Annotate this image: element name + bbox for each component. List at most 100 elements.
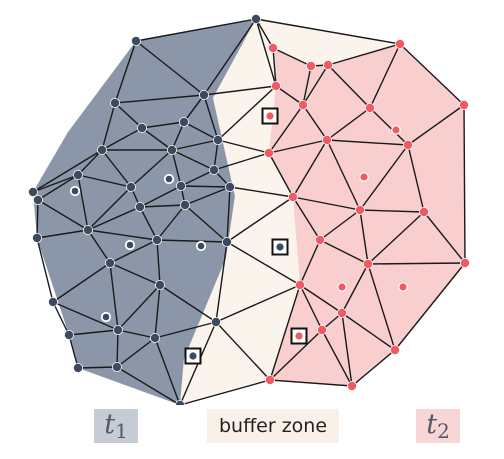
- mesh-edge: [52, 301, 119, 331]
- mesh-edge: [367, 262, 466, 265]
- mesh-edge: [268, 152, 294, 198]
- mesh-edge: [272, 47, 312, 67]
- mesh-edge: [215, 284, 301, 323]
- t2-node: [305, 61, 316, 72]
- t1-node: [212, 134, 223, 145]
- mesh-edge: [275, 85, 304, 106]
- t1-node: [221, 236, 232, 247]
- regions: [33, 19, 465, 405]
- t1-node: [134, 201, 145, 212]
- mesh-edge: [423, 211, 466, 264]
- t1-node: [73, 169, 84, 180]
- mesh-edge: [109, 262, 161, 286]
- t1-node: [110, 98, 121, 109]
- t1-node: [208, 164, 219, 175]
- t1-node: [136, 123, 147, 134]
- mesh-edge: [156, 239, 228, 243]
- mesh-edge: [52, 262, 111, 303]
- mesh-edge: [463, 104, 466, 264]
- t2-node: [322, 60, 333, 71]
- mesh-edge: [77, 174, 89, 231]
- mesh-edge: [229, 186, 294, 198]
- mesh-edge: [299, 239, 321, 286]
- t2-node: [287, 191, 298, 202]
- mesh-edge: [255, 18, 401, 45]
- mesh-edge: [302, 64, 329, 106]
- t2-node: [336, 307, 347, 318]
- mesh-edge: [203, 94, 219, 141]
- mesh-edge: [135, 18, 257, 42]
- mesh-edge: [77, 366, 118, 369]
- t1-sample-point: [195, 240, 207, 252]
- mesh-edge: [326, 107, 371, 141]
- legend-buffer-zone: buffer zone: [207, 409, 339, 443]
- t1-node: [83, 224, 94, 235]
- t2-sample-point: [359, 172, 369, 182]
- t2-node: [263, 147, 274, 158]
- mesh-edge: [101, 127, 143, 151]
- mesh-edge: [184, 186, 231, 206]
- mesh-edge: [154, 321, 217, 339]
- mesh-edge: [114, 102, 143, 129]
- mesh-edge: [226, 241, 301, 286]
- highlight-markers: [69, 107, 408, 365]
- mesh-edge: [394, 262, 466, 351]
- mesh-edge: [302, 104, 328, 141]
- t1-node: [224, 181, 235, 192]
- mesh-edge: [180, 185, 231, 188]
- mesh-edge: [341, 312, 396, 351]
- t2-node: [354, 204, 365, 215]
- t2-node: [314, 234, 325, 245]
- mesh-edge: [130, 149, 173, 188]
- mesh-edge: [52, 301, 70, 336]
- mesh-edge: [109, 239, 158, 264]
- t2-node: [297, 100, 308, 111]
- t1-node: [112, 361, 123, 372]
- mesh-edge: [154, 337, 181, 405]
- t2-sample-point: [337, 282, 347, 292]
- mesh-edge: [135, 40, 205, 96]
- t1-node: [32, 232, 43, 243]
- mesh-edge: [159, 284, 217, 323]
- t2-node: [316, 324, 327, 335]
- mesh-edge: [32, 149, 103, 193]
- mesh-edge: [341, 312, 353, 387]
- t1-node: [166, 144, 177, 155]
- t1-sample-point: [100, 311, 112, 323]
- mesh-edge: [116, 337, 156, 368]
- t1-node: [97, 144, 108, 155]
- mesh-edge: [179, 379, 271, 405]
- t2-node: [394, 39, 405, 50]
- t1-node: [198, 90, 209, 101]
- boxed-query-point: [276, 243, 284, 251]
- mesh-edge: [183, 121, 219, 141]
- mesh-edge: [141, 121, 185, 129]
- mesh-edge: [299, 284, 343, 314]
- mesh-edge: [36, 229, 89, 239]
- mesh-edge: [117, 284, 161, 331]
- t1-node: [151, 234, 162, 245]
- mesh-edge: [171, 149, 182, 187]
- mesh-edge: [156, 239, 161, 286]
- mesh-edge: [217, 85, 277, 141]
- mesh-edge: [407, 104, 465, 146]
- t1-node: [130, 36, 141, 47]
- mesh-edge: [255, 18, 274, 49]
- mesh-edge: [32, 174, 79, 193]
- mesh-edge: [101, 102, 116, 151]
- t1-node: [154, 279, 165, 290]
- mesh-edge: [292, 196, 361, 211]
- t1-node: [105, 257, 116, 268]
- mesh-edge: [319, 209, 361, 241]
- mesh-edge: [36, 199, 39, 239]
- t2-node: [362, 258, 373, 269]
- mesh-edge: [87, 229, 111, 264]
- mesh-edge: [37, 174, 79, 201]
- legend-buffer-zone-label: buffer zone: [218, 415, 328, 437]
- t2-node: [294, 279, 305, 290]
- t1-node: [126, 181, 137, 192]
- t2-node: [459, 257, 470, 268]
- mesh-edge: [292, 139, 328, 198]
- mesh-edge: [154, 284, 161, 339]
- t2-node: [402, 139, 413, 150]
